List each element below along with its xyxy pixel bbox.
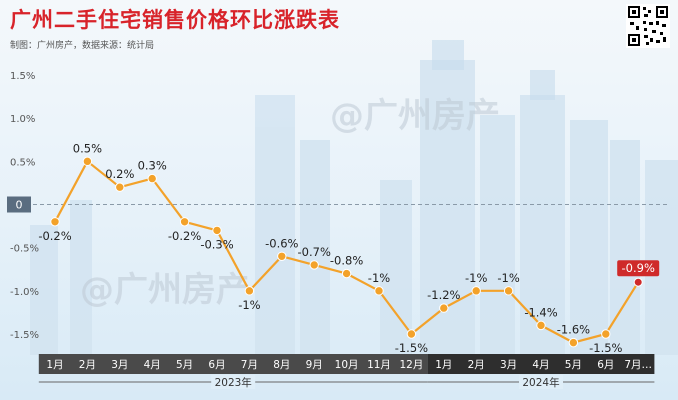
y-tick-label: 0 <box>16 199 23 212</box>
data-label: -1.2% <box>427 288 460 302</box>
x-tick-label: 5月 <box>176 359 193 371</box>
chart-title: 广州二手住宅销售价格环比涨跌表 <box>10 8 340 32</box>
x-tick-label: 6月 <box>208 359 225 371</box>
x-tick-label: 4月 <box>144 359 161 371</box>
source-note: 制图：广州房产，数据来源：统计局 <box>10 41 155 51</box>
data-point <box>439 303 449 313</box>
data-label: -0.7% <box>298 245 331 259</box>
data-point <box>277 251 287 261</box>
data-label: 0.2% <box>105 167 134 181</box>
x-axis-band-2023 <box>38 354 428 374</box>
x-tick-label: 7月… <box>624 359 652 371</box>
data-point <box>82 156 93 167</box>
data-point <box>503 286 514 296</box>
data-point <box>471 286 481 296</box>
data-label: -1% <box>238 298 260 312</box>
year-label-bg <box>519 375 563 389</box>
data-labels: -0.2%0.5%0.2%0.3%-0.2%-0.3%-1%-0.6%-0.7%… <box>38 141 660 355</box>
data-point <box>244 286 255 296</box>
data-label: -0.2% <box>168 229 201 243</box>
x-tick-label: 12月 <box>399 359 423 371</box>
x-tick-label: 2月 <box>468 359 485 371</box>
data-point <box>341 268 352 279</box>
data-point <box>406 329 417 339</box>
data-point <box>50 217 60 227</box>
data-label: -1% <box>497 271 519 285</box>
data-label: -0.6% <box>265 236 298 250</box>
x-axis-band-2024 <box>427 354 655 374</box>
year-group-label: 2024年 <box>522 376 559 389</box>
data-label: -0.3% <box>200 237 233 251</box>
data-point <box>601 329 611 339</box>
data-label: 0.5% <box>73 141 102 155</box>
highlight-label-box <box>617 260 660 277</box>
y-tick-label: 1.0% <box>10 114 35 125</box>
x-tick-label: 3月 <box>111 359 128 371</box>
data-label: -1.6% <box>557 323 590 337</box>
watermark-top: @广州房产 <box>330 96 500 136</box>
x-tick-label: 8月 <box>273 359 290 371</box>
data-point <box>115 182 125 192</box>
data-point <box>212 225 222 236</box>
year-group-label: 2023年 <box>215 376 252 389</box>
x-tick-label: 3月 <box>500 359 517 371</box>
x-tick-label: 6月 <box>597 359 614 371</box>
x-axis: 1月 2月 3月 4月 5月 6月 7月 8月 9月 10月 11月 12月 1月 2月 3月 4月 5月 6月 7… <box>38 354 655 389</box>
x-tick-label: 1月 <box>46 359 63 371</box>
data-label: -1.5% <box>589 341 622 355</box>
data-point <box>536 320 546 331</box>
year-label-bg <box>211 375 256 389</box>
data-point <box>374 286 384 296</box>
zero-tick-box <box>7 196 31 213</box>
data-points <box>50 156 643 348</box>
x-tick-label: 10月 <box>335 359 359 371</box>
data-point <box>179 217 190 227</box>
x-tick-label: 5月 <box>565 359 582 371</box>
data-point <box>147 173 157 184</box>
x-tick-label: 2月 <box>79 359 96 371</box>
x-tick-label: 7月 <box>241 359 258 371</box>
y-tick-label: -0.5% <box>10 244 39 255</box>
y-axis: 1.5% 1.0% 0.5% 0 -0.5% -1.0% -1.5% <box>7 71 39 341</box>
data-point <box>309 260 319 270</box>
data-label: -1.4% <box>524 305 557 319</box>
data-point <box>633 277 643 287</box>
x-tick-label: 9月 <box>306 359 323 371</box>
data-point <box>568 337 579 348</box>
y-tick-label: 0.5% <box>10 157 35 168</box>
qr-code-icon <box>626 4 670 48</box>
data-label: -0.9% <box>622 261 655 275</box>
data-label: -1.5% <box>395 341 428 355</box>
x-tick-label: 4月 <box>532 359 549 371</box>
x-tick-label: 11月 <box>367 359 391 371</box>
watermark-bottom: @广州房产 <box>80 270 250 310</box>
y-tick-label: -1.5% <box>10 330 39 341</box>
data-label: 0.3% <box>138 159 167 173</box>
y-tick-label: -1.0% <box>10 287 39 298</box>
data-label: -1% <box>368 271 390 285</box>
data-label: -1% <box>465 271 487 285</box>
data-label: -0.8% <box>330 254 363 268</box>
y-tick-label: 1.5% <box>10 71 35 82</box>
x-tick-label: 1月 <box>435 359 452 371</box>
data-label: -0.2% <box>38 229 71 243</box>
